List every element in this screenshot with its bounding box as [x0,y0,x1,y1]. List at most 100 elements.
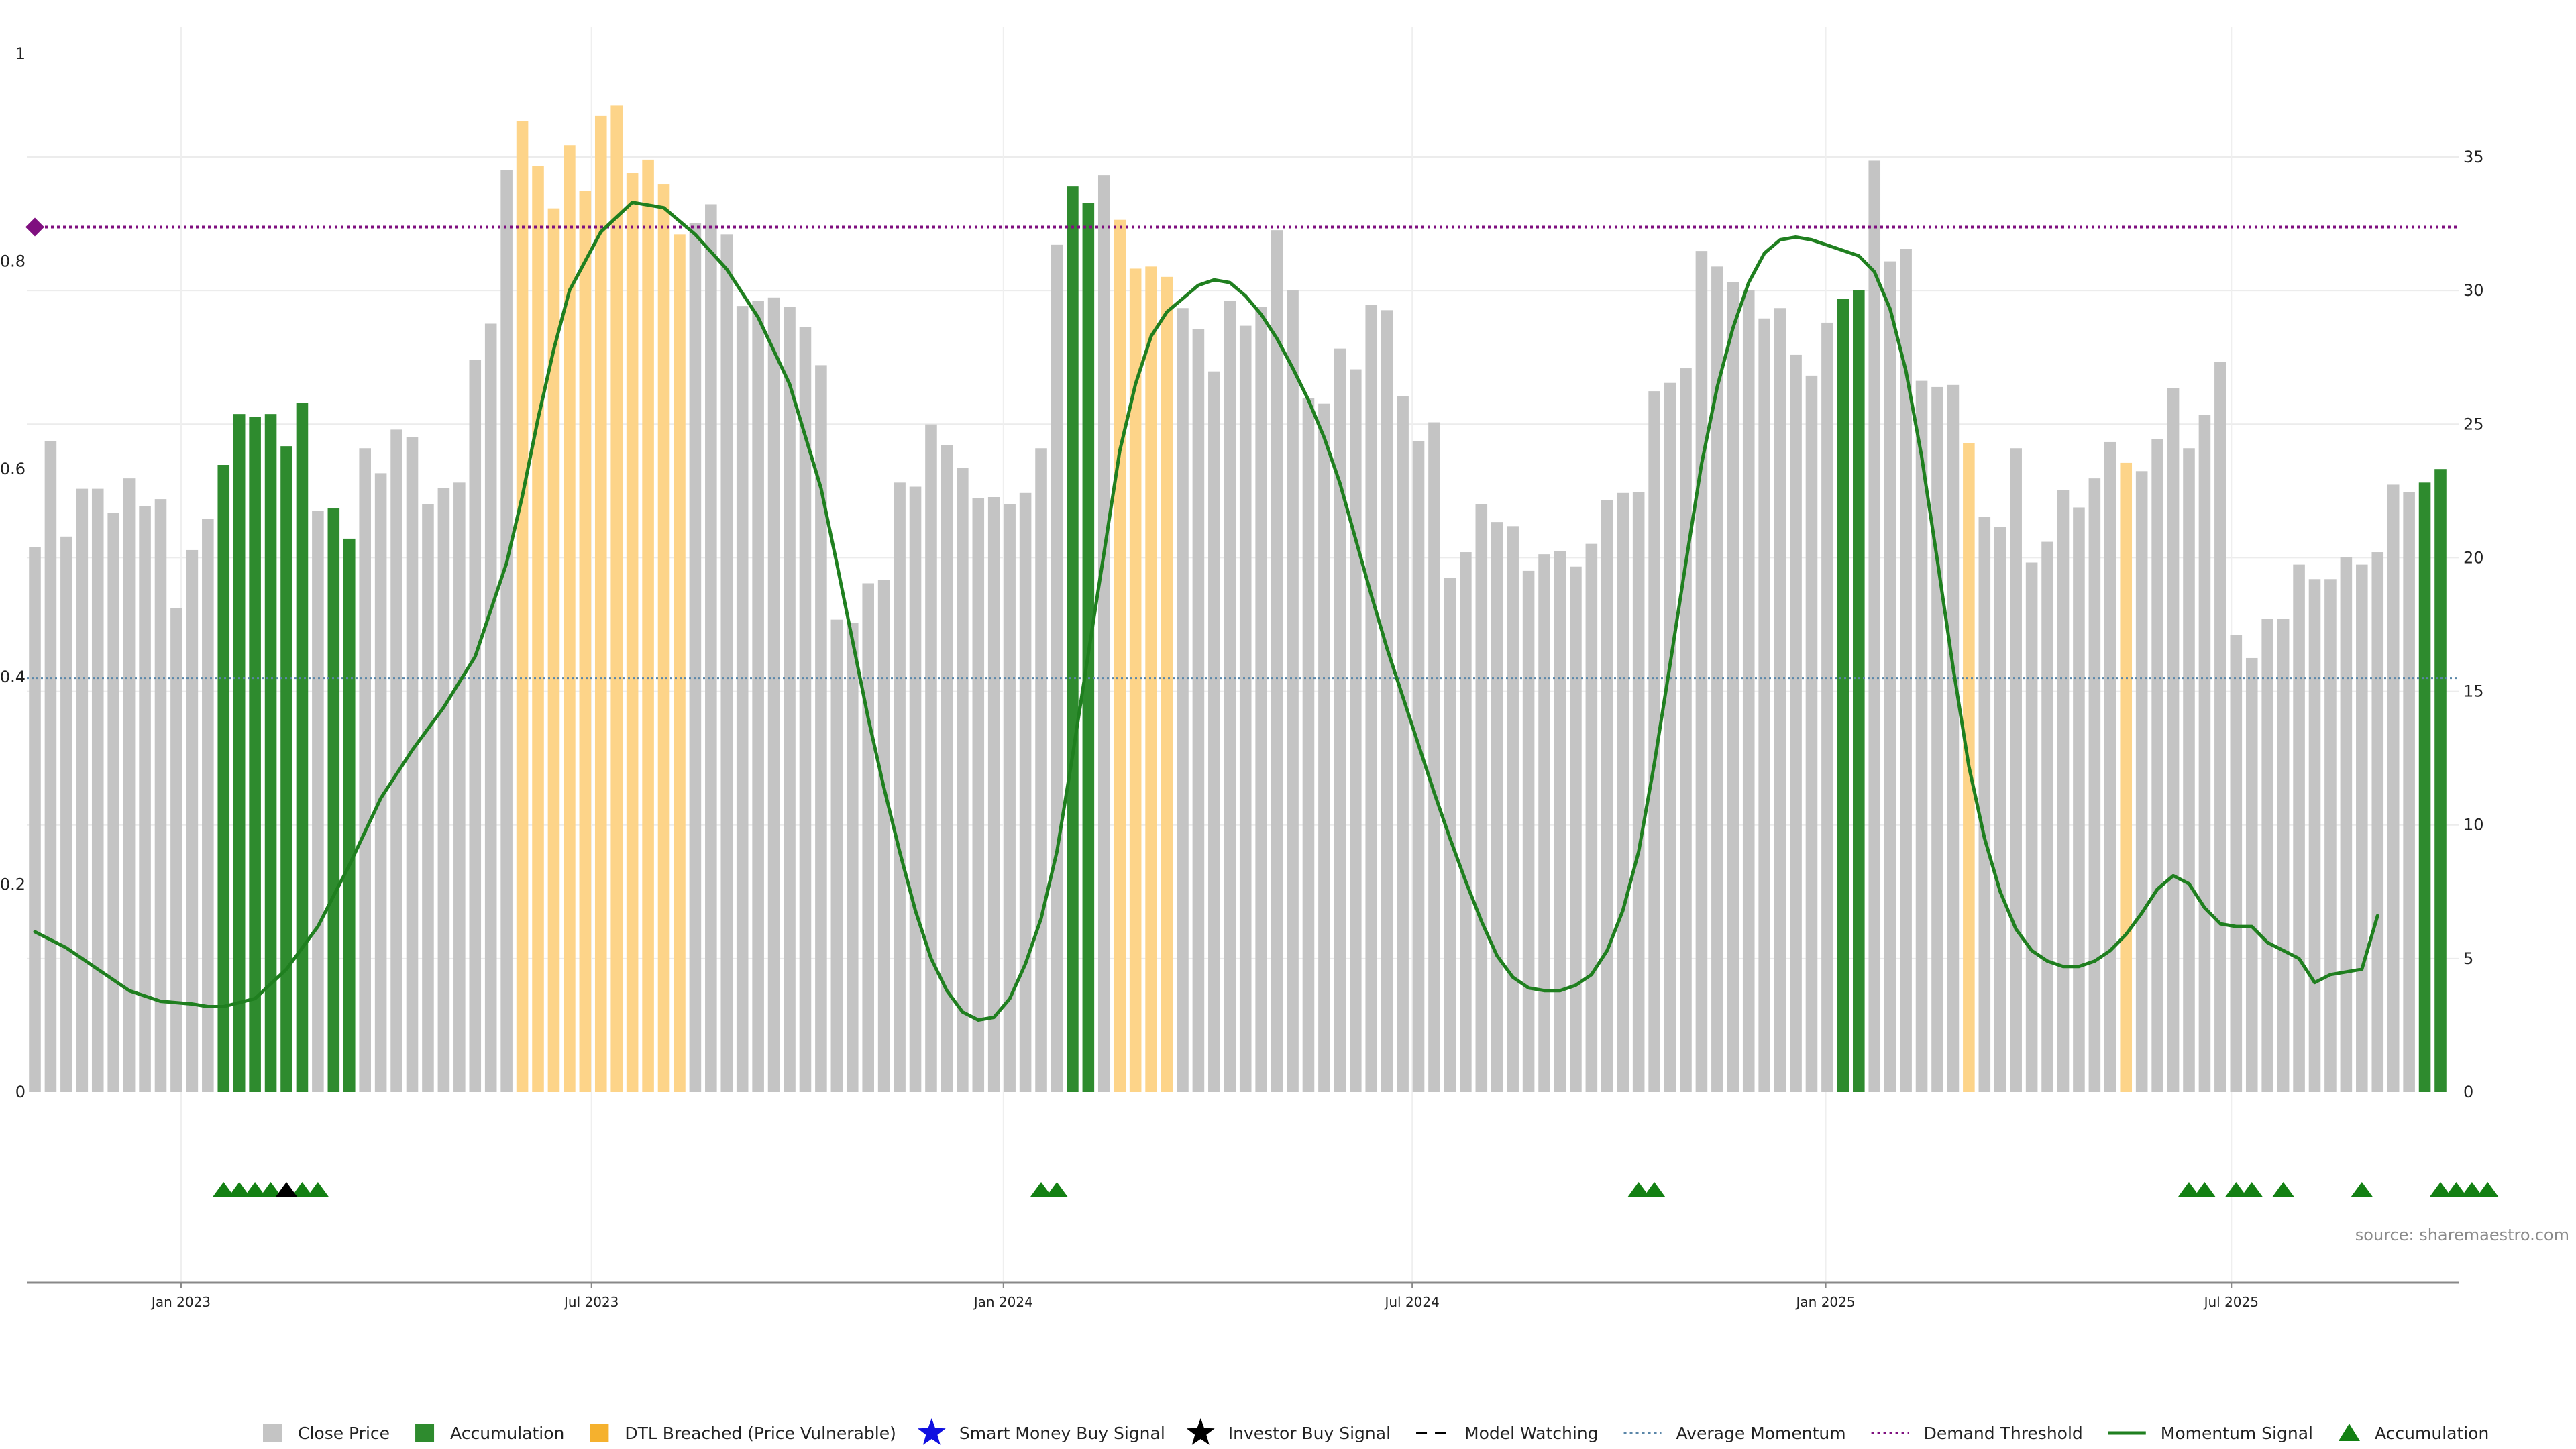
dtl-breached-bar [642,159,654,1092]
legend-label: Model Watching [1464,1424,1599,1443]
close-price-bar [1978,517,1991,1092]
accumulation-marker [2461,1182,2483,1197]
accumulation-marker [291,1182,313,1197]
accumulation-bar [217,465,230,1092]
accumulation-marker [2351,1182,2373,1197]
close-price-bar [987,497,1000,1092]
accumulation-bar [249,417,261,1092]
close-price-bar [972,498,985,1092]
close-price-bar [1884,261,1896,1093]
close-price-bar [1271,230,1283,1092]
close-price-bar [2403,492,2415,1092]
close-price-bar [1585,543,1598,1092]
close-price-bar [1727,282,1739,1092]
legend-symbol-square [263,1424,282,1442]
close-price-bar [390,429,402,1092]
close-price-bar [107,513,119,1092]
accumulation-marker [2178,1182,2200,1197]
close-price-bar [1915,380,1928,1092]
close-price-bar [1900,249,1912,1092]
close-price-bar [1947,384,1960,1092]
accumulation-marker [228,1182,250,1197]
close-price-bar [1287,290,1299,1093]
close-price-bar [2198,415,2211,1092]
dtl-breached-bar [1161,276,1173,1092]
close-price-bar [705,204,717,1093]
accumulation-marker [307,1182,329,1197]
close-price-bar [909,486,922,1092]
close-price-bar [29,547,41,1092]
close-price-bar [60,536,72,1092]
legend-symbol-square [590,1424,609,1442]
close-price-bar [91,488,104,1092]
close-price-bar [500,170,513,1092]
close-price-bar [76,488,89,1092]
legend-label: Investor Buy Signal [1228,1424,1391,1443]
left-axis-tick-label: 0.6 [0,460,25,478]
close-price-bar [1680,368,1692,1092]
right-axis: 0 5 10 15 20 25 30 35 [2463,148,2484,1102]
legend-label: Average Momentum [1676,1424,1846,1443]
close-price-bar [2356,564,2368,1092]
accumulation-bar [343,538,356,1092]
x-axis-tick-label: Jul 2025 [2203,1294,2259,1310]
close-price-bar [2324,579,2337,1092]
accumulation-bar [327,508,340,1092]
close-price-bar [1758,318,1770,1092]
accumulation-marker [2194,1182,2216,1197]
close-price-bar [1381,310,1393,1092]
close-price-bar [1208,371,1220,1093]
accumulation-bar [2434,469,2447,1092]
accumulation-marker [213,1182,235,1197]
close-price-bar [689,223,702,1092]
legend-label: Demand Threshold [1924,1424,2083,1443]
close-price-bar [2183,448,2195,1092]
right-axis-tick-label: 0 [2463,1083,2473,1102]
close-price-bar [359,448,371,1092]
close-price-bar [784,307,796,1093]
x-axis: Jan 2023 Jul 2023 Jan 2024 Jul 2024 Jan 2025… [27,1281,2459,1310]
close-price-bar [1538,554,1550,1092]
reference-lines [25,217,2459,680]
dtl-breached-bar [2120,462,2133,1092]
close-price-bar [941,445,953,1092]
close-price-bar [422,504,434,1092]
accumulation-marker [260,1182,282,1197]
close-price-bar [1397,396,1409,1092]
close-price-bar [1428,422,1440,1092]
close-price-bar [2308,579,2321,1092]
close-price-bar [1507,526,1519,1092]
accumulation-marker [1644,1182,1666,1197]
right-axis-tick-label: 35 [2463,148,2484,166]
dtl-breached-bar [547,208,560,1092]
legend-label: Accumulation [2375,1424,2489,1443]
accumulation-marker [1046,1182,1068,1197]
close-price-bar [1475,504,1488,1092]
close-price-bar [830,619,843,1092]
close-price-bar [720,234,733,1093]
close-price-bar [1522,570,1535,1092]
left-axis-tick-label: 0 [15,1083,25,1102]
close-price-bar [202,519,214,1092]
close-price-bar [2104,441,2116,1092]
legend-symbol-star [1186,1418,1215,1445]
left-axis-tick-label: 0.8 [0,252,25,271]
close-price-bar [1334,348,1346,1092]
accumulation-marker [1627,1182,1650,1197]
close-price-bar [406,437,419,1092]
close-price-bar [925,424,937,1092]
close-price-bar [1821,322,1833,1093]
close-price-bar [2167,388,2180,1093]
close-price-bar [736,306,749,1092]
accumulation-bar [264,414,277,1092]
close-price-bar [2041,541,2053,1092]
dtl-breached-bar [564,145,576,1093]
legend-symbol-star [917,1418,946,1445]
legend-label: Close Price [298,1424,390,1443]
source-label: source: sharemaestro.com [2355,1226,2569,1244]
close-price-bar [767,297,780,1092]
legend-label: DTL Breached (Price Vulnerable) [625,1424,896,1443]
close-price-bar [1177,308,1189,1092]
dtl-breached-bar [594,115,607,1092]
